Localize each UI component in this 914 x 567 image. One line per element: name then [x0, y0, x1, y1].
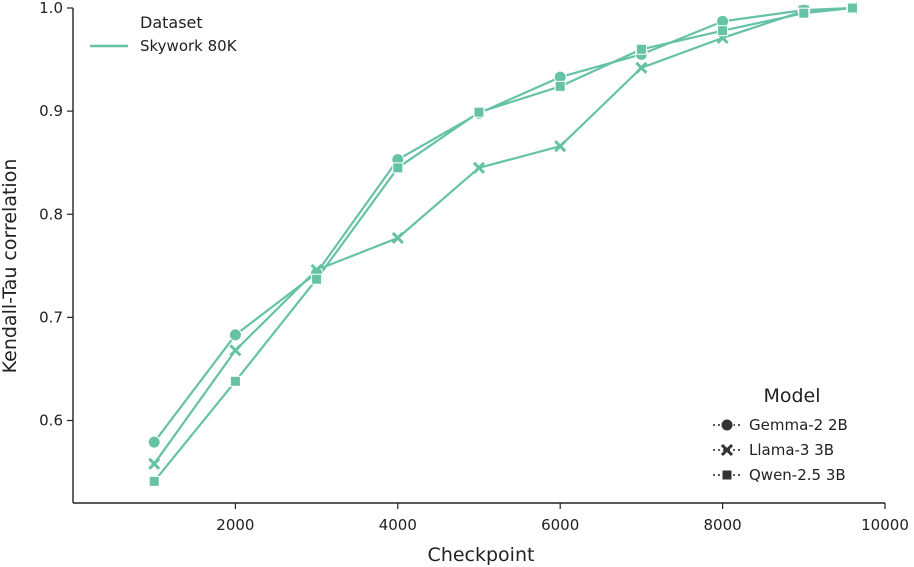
markers-square: [148, 2, 859, 487]
markers-circle: [147, 1, 860, 449]
data-point: [311, 273, 323, 285]
data-point: [147, 435, 161, 449]
data-point: [635, 43, 647, 55]
data-point: [847, 2, 859, 14]
data-point: [391, 231, 404, 245]
series-layer: [147, 1, 860, 487]
legend-model: Model Gemma-2 2B Llama-3 3B Qwen-2.5 3B: [713, 385, 848, 484]
x-tick-label: 4000: [379, 516, 417, 534]
x-tick-label: 2000: [216, 516, 254, 534]
x-tick-label: 10000: [861, 516, 909, 534]
data-point: [392, 162, 404, 174]
y-tick-label: 0.9: [39, 102, 63, 120]
legend-dataset-entry: Skywork 80K: [140, 37, 238, 55]
data-point: [228, 328, 242, 342]
y-axis-label: Kendall-Tau correlation: [0, 159, 21, 374]
legend-model-marker: [720, 443, 734, 457]
y-tick-label: 1.0: [39, 0, 63, 17]
series-line: [153, 6, 853, 482]
data-point: [554, 140, 567, 153]
data-point: [635, 61, 648, 74]
y-tick-label: 0.8: [39, 205, 63, 223]
y-tick-label: 0.6: [39, 412, 63, 430]
legend-model-entry: Llama-3 3B: [749, 441, 834, 459]
legend-dataset: Dataset Skywork 80K: [90, 13, 238, 55]
data-point: [798, 7, 810, 19]
data-point: [229, 344, 242, 357]
series-line: [153, 6, 853, 443]
series-x: [153, 6, 853, 465]
data-point: [472, 161, 486, 174]
legend-dataset-title: Dataset: [140, 13, 203, 32]
legend-model-title: Model: [763, 385, 820, 407]
data-point: [148, 457, 161, 470]
series-line: [153, 6, 853, 465]
y-tick-label: 0.7: [39, 308, 63, 326]
x-tick-label: 6000: [541, 516, 579, 534]
data-point: [229, 375, 241, 387]
x-axis-label: Checkpoint: [428, 544, 535, 566]
data-point: [717, 25, 729, 37]
markers-x: [148, 1, 859, 470]
legend-model-entry: Qwen-2.5 3B: [749, 466, 846, 484]
data-point: [310, 263, 323, 276]
series-circle: [153, 6, 853, 443]
axes: 2000 4000 6000 8000 10000 0.6 0.7 0.8 0.9 1.0: [39, 0, 909, 534]
data-point: [148, 475, 160, 487]
legend-model-marker: [721, 469, 733, 481]
data-point: [473, 106, 485, 118]
legend-model-entry: Gemma-2 2B: [749, 416, 848, 434]
x-tick-label: 8000: [704, 516, 742, 534]
data-point: [554, 80, 566, 92]
series-square: [153, 6, 853, 482]
legend-model-marker: [720, 418, 734, 432]
